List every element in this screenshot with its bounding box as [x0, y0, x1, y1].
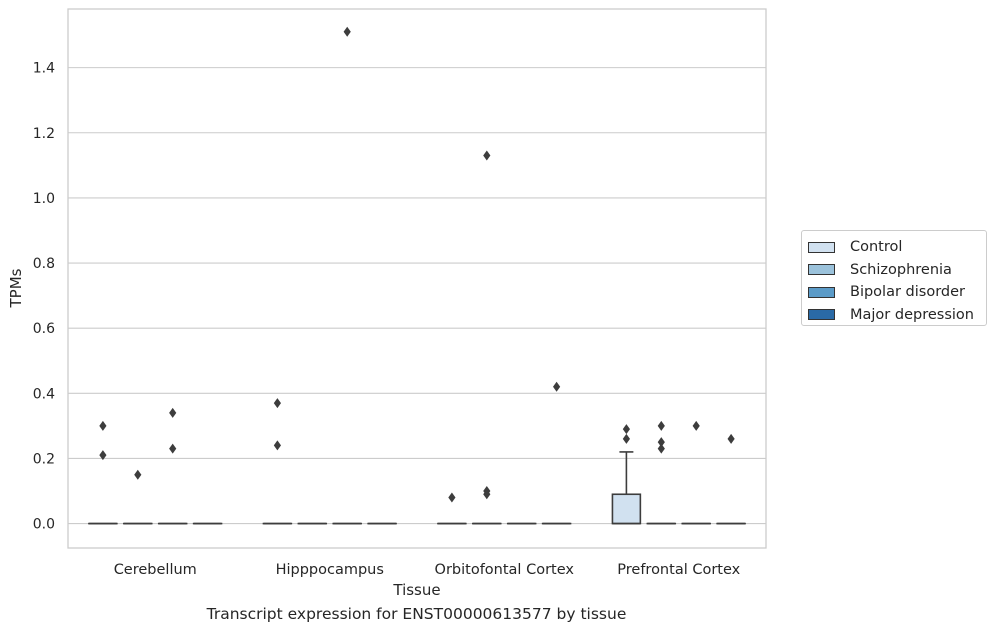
- x-tick-labels: Cerebellum Hipppocampus Orbitofontal Corte…: [114, 562, 741, 578]
- y-tick-label: 0.6: [33, 321, 55, 337]
- outlier-point: [727, 433, 735, 444]
- legend: Control Schizophrenia Bipolar disorder M…: [801, 230, 987, 326]
- outlier-point: [553, 381, 561, 392]
- outlier-point: [622, 433, 630, 444]
- legend-label: Schizophrenia: [850, 261, 952, 278]
- outlier-point: [622, 424, 630, 435]
- outlier-point: [99, 420, 107, 431]
- y-tick-label: 0.0: [33, 517, 55, 533]
- x-tick-label: Prefrontal Cortex: [617, 562, 740, 578]
- box-body: [611, 493, 642, 525]
- x-tick-label: Cerebellum: [114, 562, 197, 578]
- y-tick-labels: 0.0 0.2 0.4 0.6 0.8 1.0 1.2 1.4: [33, 61, 55, 533]
- outlier-point: [99, 450, 107, 461]
- y-axis-title: TPMs: [7, 268, 25, 308]
- grid-lines: [68, 67, 766, 525]
- y-tick-label: 1.4: [33, 61, 55, 77]
- x-tick-label: Orbitofontal Cortex: [435, 562, 575, 578]
- outlier-point: [273, 398, 281, 409]
- legend-label: Control: [850, 239, 903, 256]
- y-tick-label: 1.0: [33, 191, 55, 207]
- outlier-point: [169, 443, 177, 454]
- chart-caption: Transcript expression for ENST0000061357…: [206, 605, 627, 623]
- outlier-point: [169, 407, 177, 418]
- y-tick-label: 0.4: [33, 386, 55, 402]
- legend-label: Major depression: [850, 306, 974, 323]
- plot-frame: [67, 8, 767, 549]
- outlier-point: [657, 420, 665, 431]
- outlier-point: [134, 469, 142, 480]
- legend-item-bipolar-disorder: Bipolar disorder: [808, 281, 986, 304]
- outliers: [99, 26, 735, 503]
- x-tick-label: Hipppocampus: [276, 562, 384, 578]
- outlier-point: [448, 492, 456, 503]
- outlier-point: [657, 443, 665, 454]
- outlier-point: [343, 26, 351, 37]
- legend-label: Bipolar disorder: [850, 284, 965, 301]
- boxes: [88, 451, 746, 525]
- legend-swatch-major-depression: [808, 309, 835, 321]
- legend-swatch-control: [808, 241, 835, 253]
- legend-swatch-bipolar-disorder: [808, 286, 835, 298]
- legend-item-schizophrenia: Schizophrenia: [808, 259, 986, 282]
- outlier-point: [657, 437, 665, 448]
- legend-swatch-schizophrenia: [808, 264, 835, 276]
- legend-item-major-depression: Major depression: [808, 304, 986, 327]
- y-tick-label: 0.2: [33, 451, 55, 467]
- y-tick-label: 1.2: [33, 126, 55, 142]
- outlier-point: [692, 420, 700, 431]
- y-tick-label: 0.8: [33, 256, 55, 272]
- x-axis-title: Tissue: [392, 581, 440, 599]
- outlier-point: [273, 440, 281, 451]
- outlier-point: [483, 150, 491, 161]
- legend-item-control: Control: [808, 236, 986, 259]
- outlier-point: [483, 489, 491, 500]
